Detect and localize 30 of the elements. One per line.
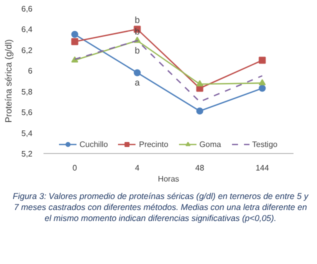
x-tick-label: 4 — [135, 164, 140, 172]
text: Figura 3: Valores promedio de proteínas séricas (g/dl) en terneros de entre 5 y 7 meses castrados con diferentes métodos. Medias con una letra diferente en el mismo momento indican diferencias significativas (p<0,05). — [12, 191, 310, 224]
point — [258, 79, 266, 86]
annotation: b — [134, 15, 140, 26]
y-tick-label: 5,6 — [21, 108, 34, 118]
y-tick-label: 6,4 — [21, 25, 34, 34]
point — [196, 80, 204, 86]
point — [258, 84, 266, 92]
y-axis-title: Proteína sérica (g/dl) — [3, 39, 14, 123]
y-tick-label: 6,6 — [21, 4, 34, 14]
y-tick-label: 5,8 — [21, 87, 34, 96]
point — [196, 108, 204, 115]
point — [258, 56, 266, 64]
point — [71, 30, 78, 38]
annotation: b — [134, 46, 140, 56]
legend-label: Goma — [199, 139, 222, 149]
y-tick-label: 5,2 — [21, 150, 34, 158]
legend-label: Precinto — [138, 139, 168, 149]
legend-label: Testigo — [252, 139, 278, 149]
x-tick-label: 0 — [72, 164, 78, 172]
y-tick-label: 5,4 — [21, 128, 34, 138]
point — [134, 69, 141, 76]
annotation: a — [134, 78, 140, 88]
x-tick-label: 48 — [195, 164, 205, 172]
y-tick-label: 6 — [28, 66, 34, 76]
x-tick-label: 144 — [256, 164, 270, 172]
legend-label: Cuchillo — [80, 139, 108, 149]
point — [71, 38, 78, 46]
x-axis-title: Horas — [158, 174, 180, 184]
y-tick-label: 6,2 — [21, 46, 34, 55]
